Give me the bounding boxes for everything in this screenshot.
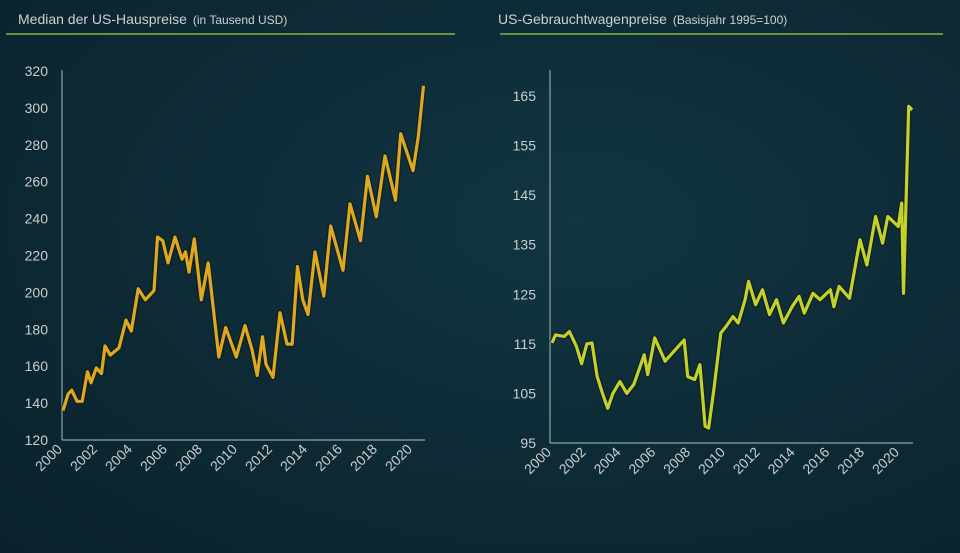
title-rule [6, 33, 455, 35]
series-line-shadow [60, 85, 427, 412]
x-tick-label: 2002 [556, 444, 589, 477]
y-tick-label: 220 [25, 248, 49, 264]
x-tick-label: 2018 [347, 441, 380, 474]
y-tick-label: 200 [25, 284, 49, 300]
x-tick-label: 2012 [730, 444, 763, 477]
title-text: US-Gebrauchtwagenpreise [498, 11, 667, 27]
y-tick-label: 320 [25, 63, 49, 79]
x-tick-label: 2006 [625, 444, 658, 477]
y-tick-label: 95 [520, 435, 536, 451]
series-line [61, 85, 426, 411]
x-tick-label: 2008 [172, 441, 205, 474]
subtitle-text: (in Tausend USD) [192, 13, 288, 27]
used-car-chart-title: US-Gebrauchtwagenpreise (Basisjahr 1995=1… [498, 9, 828, 30]
x-tick-label: 2010 [695, 444, 728, 477]
y-tick-label: 300 [25, 100, 49, 116]
title-text: Median der US-Hauspreise [18, 11, 187, 27]
x-tick-label: 2020 [382, 441, 415, 474]
y-tick-label: 165 [513, 88, 537, 104]
y-tick-label: 105 [513, 385, 537, 401]
y-tick-label: 260 [25, 174, 49, 190]
x-tick-label: 2006 [137, 441, 170, 474]
x-tick-label: 2012 [242, 441, 275, 474]
y-tick-label: 115 [514, 336, 537, 352]
y-tick-label: 280 [25, 137, 49, 153]
x-tick-label: 2018 [834, 444, 867, 477]
x-tick-label: 2004 [102, 441, 135, 474]
x-tick-label: 2002 [67, 441, 100, 474]
x-tick-label: 2020 [869, 444, 902, 477]
y-tick-label: 120 [25, 432, 49, 448]
y-tick-label: 160 [25, 358, 49, 374]
y-tick-label: 125 [513, 286, 537, 302]
x-tick-label: 2016 [799, 444, 832, 477]
x-tick-label: 2008 [660, 444, 693, 477]
y-tick-label: 155 [513, 138, 537, 154]
x-tick-label: 2014 [764, 444, 797, 477]
y-tick-label: 135 [513, 237, 537, 253]
series-line-shadow [549, 103, 915, 432]
subtitle-text: (Basisjahr 1995=100) [672, 13, 788, 27]
house-price-chart-title: Median der US-Hauspreise (in Tausend USD) [18, 9, 287, 30]
series-line [550, 104, 914, 430]
y-tick-label: 140 [25, 395, 49, 411]
y-tick-label: 145 [513, 187, 537, 203]
y-tick-label: 240 [25, 211, 49, 227]
x-tick-label: 2016 [312, 441, 345, 474]
x-tick-label: 2010 [207, 441, 240, 474]
x-tick-label: 2014 [277, 441, 310, 474]
x-tick-label: 2004 [590, 444, 623, 477]
title-rule [500, 33, 943, 35]
y-tick-label: 180 [25, 321, 49, 337]
